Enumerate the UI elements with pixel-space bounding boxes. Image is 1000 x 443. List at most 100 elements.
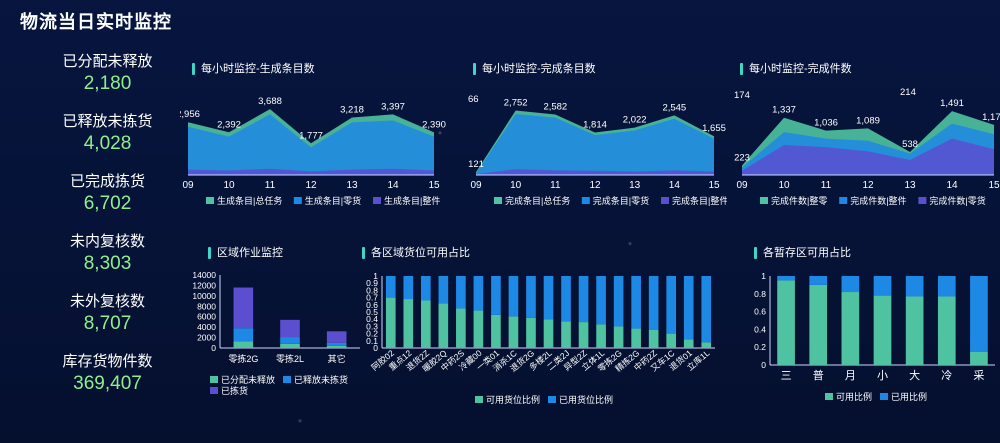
y-tick-label: 8000 bbox=[197, 301, 216, 311]
legend-swatch bbox=[373, 197, 381, 204]
x-tick-label: 12 bbox=[305, 180, 317, 191]
x-tick-label: 15 bbox=[708, 180, 720, 191]
bar-segment bbox=[491, 314, 501, 348]
bar-segment bbox=[841, 276, 860, 293]
bar-segment bbox=[970, 276, 988, 352]
x-tick-label: 三 bbox=[781, 370, 792, 382]
bar-segment bbox=[456, 308, 466, 348]
legend-swatch bbox=[206, 197, 214, 204]
kpi-value: 6,702 bbox=[83, 193, 132, 214]
bar-segment bbox=[683, 276, 694, 340]
bar-segment bbox=[280, 337, 300, 344]
bar-segment bbox=[648, 330, 659, 348]
y-tick-label: 0.8 bbox=[754, 289, 766, 299]
x-tick-label: 09 bbox=[182, 180, 194, 191]
y-tick-label: 0.2 bbox=[366, 329, 378, 339]
kpi-value: 8,707 bbox=[83, 313, 132, 334]
bar-segment bbox=[473, 276, 484, 311]
legend-label: 可用比例 bbox=[836, 391, 872, 402]
bar-segment bbox=[385, 276, 396, 298]
legend-swatch bbox=[475, 396, 483, 403]
legend-swatch bbox=[825, 393, 833, 400]
kpi-value: 2,180 bbox=[83, 73, 132, 94]
bar-segment bbox=[578, 276, 589, 323]
y-tick-label: 1 bbox=[373, 271, 378, 281]
x-tick-label: 其它 bbox=[328, 353, 346, 364]
y-tick-label: 0.6 bbox=[754, 307, 766, 317]
x-tick-label: 普 bbox=[813, 368, 824, 382]
bar-segment bbox=[873, 295, 892, 365]
bar-segment bbox=[970, 351, 988, 365]
legend-label: 已分配未释放 bbox=[221, 374, 275, 385]
data-label: 214 bbox=[900, 87, 916, 98]
y-tick-label: 0.7 bbox=[366, 293, 378, 303]
data-label: 1,777 bbox=[299, 130, 323, 141]
kpi-picked: 已完成拣货 6,702 bbox=[40, 172, 175, 232]
bar-segment bbox=[280, 319, 300, 338]
y-tick-label: 0 bbox=[761, 360, 766, 370]
data-label: 2,752 bbox=[504, 98, 528, 109]
data-label: 1,089 bbox=[856, 115, 880, 126]
y-tick-label: 4000 bbox=[197, 322, 216, 332]
bar-segment bbox=[420, 276, 431, 301]
data-label: 2,022 bbox=[623, 115, 647, 126]
x-tick-label: 冷 bbox=[941, 369, 952, 382]
series-area-1 bbox=[476, 114, 714, 175]
x-tick-label: 采 bbox=[973, 369, 984, 382]
legend-swatch bbox=[293, 197, 302, 204]
data-label: 121 bbox=[468, 159, 484, 170]
bar-segment bbox=[631, 276, 641, 329]
chart-completed-entries: 09 10 11 12 13 14 15 121 2,752 2,582 1,814 2,022 2,5… bbox=[468, 94, 727, 206]
chart-title-staging-ratio: 各暂存区可用占比 bbox=[754, 246, 851, 260]
bar-segment bbox=[526, 317, 536, 348]
legend-swatch bbox=[548, 396, 556, 403]
x-tick-label: 14 bbox=[387, 180, 399, 191]
bar-segment bbox=[473, 310, 484, 348]
bar-segment bbox=[937, 276, 956, 297]
legend-label: 完成件数|零货 bbox=[929, 195, 985, 206]
bar-segment bbox=[403, 276, 414, 300]
x-tick-label: 零拣2L bbox=[276, 353, 304, 364]
bar-segment bbox=[543, 319, 554, 348]
legend-swatch bbox=[494, 197, 502, 204]
bar-segment bbox=[809, 284, 828, 365]
chart-title-generated: 每小时监控-生成条目数 bbox=[192, 62, 315, 76]
legend-swatch bbox=[661, 197, 669, 204]
bar-segment bbox=[666, 333, 677, 348]
kpi-label: 未内复核数 bbox=[69, 233, 145, 250]
data-label: 1,814 bbox=[583, 119, 607, 130]
series-area-1 bbox=[188, 114, 434, 175]
legend-label: 完成条目|零货 bbox=[593, 195, 649, 206]
kpi-external-review: 未外复核数 8,707 bbox=[40, 292, 175, 352]
x-tick-label: 大 bbox=[909, 368, 920, 382]
y-tick-label: 14000 bbox=[192, 270, 216, 280]
y-tick-label: 0.3 bbox=[366, 321, 378, 331]
y-tick-label: 0 bbox=[211, 343, 216, 353]
bar-segment bbox=[403, 299, 414, 348]
legend-label: 已释放未拣货 bbox=[294, 374, 348, 385]
kpi-label: 已分配未释放 bbox=[62, 53, 153, 70]
legend-label: 生成条目|总任务 bbox=[217, 195, 282, 206]
data-label: 1,655 bbox=[702, 123, 726, 134]
data-label: 1,036 bbox=[814, 118, 838, 129]
y-tick-label: 2000 bbox=[197, 333, 216, 343]
bar-segment bbox=[233, 287, 254, 329]
bar-segment bbox=[613, 276, 624, 327]
legend-swatch bbox=[283, 376, 291, 383]
legend-label: 已用货位比例 bbox=[559, 394, 613, 405]
x-tick-label: 09 bbox=[736, 180, 748, 191]
x-tick-label: 15 bbox=[988, 180, 1000, 191]
y-tick-label: 10000 bbox=[192, 291, 216, 301]
data-label: 3,218 bbox=[340, 105, 364, 116]
series-area-2 bbox=[476, 169, 714, 175]
bar-segment bbox=[596, 276, 606, 325]
series-area-2 bbox=[188, 168, 434, 175]
kpi-value: 8,303 bbox=[83, 253, 132, 274]
bar-segment bbox=[905, 276, 924, 297]
y-tick-label: 0.6 bbox=[366, 300, 378, 310]
legend-swatch bbox=[210, 376, 218, 383]
bar-segment bbox=[280, 343, 300, 348]
